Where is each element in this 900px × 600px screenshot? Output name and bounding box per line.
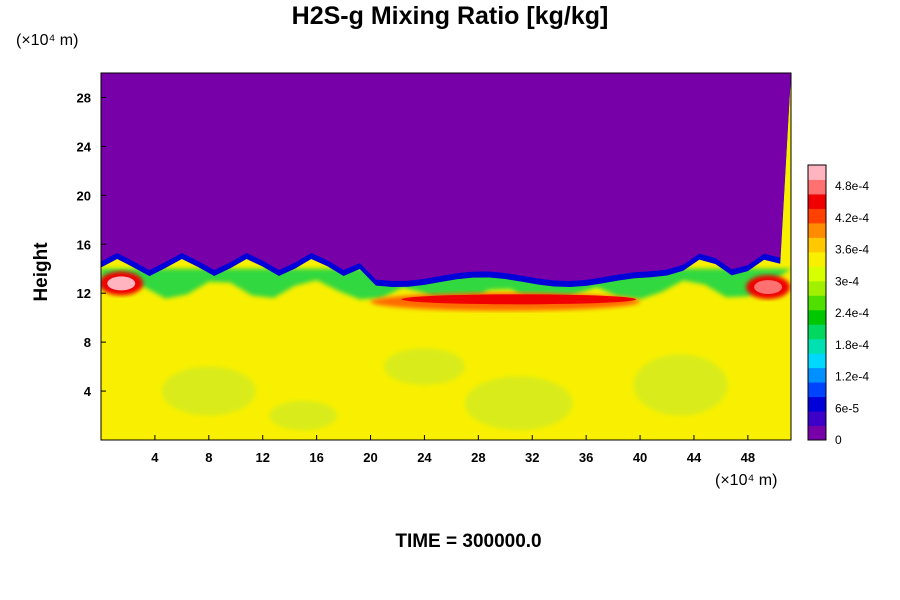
colorbar-swatch [808, 222, 826, 238]
colorbar-swatch [808, 338, 826, 354]
x-tick-label: 4 [151, 450, 159, 465]
plot-frame [100, 72, 792, 441]
colorbar-swatch [808, 382, 826, 398]
x-tick-label: 44 [687, 450, 702, 465]
swirl [269, 400, 337, 431]
colorbar-tick-label: 4.2e-4 [835, 211, 869, 225]
colorbar-swatch [808, 396, 826, 412]
plot-area [101, 73, 791, 440]
high-band [401, 294, 636, 305]
colorbar-swatch [808, 179, 826, 195]
swirl [161, 366, 256, 416]
y-tick-label: 8 [84, 335, 91, 350]
colorbar-swatch [808, 280, 826, 296]
y-tick-label: 12 [77, 286, 91, 301]
time-label: TIME = 300000.0 [395, 531, 542, 552]
x-axis-ticks: 4 8 12 16 20 24 28 32 36 40 44 48 [151, 435, 755, 465]
x-tick-label: 24 [417, 450, 432, 465]
colorbar-swatch [808, 193, 826, 209]
colorbar-swatch [808, 266, 826, 282]
colorbar-tick-label: 3e-4 [835, 274, 859, 288]
field-upper [101, 73, 791, 282]
x-tick-label: 12 [255, 450, 269, 465]
peak-spot [754, 280, 783, 295]
colorbar-swatch [808, 295, 826, 311]
y-tick-label: 4 [84, 384, 92, 399]
y-tick-label: 24 [77, 139, 92, 154]
colorbar-swatch [808, 411, 826, 427]
colorbar-tick-label: 1.8e-4 [835, 338, 869, 352]
colorbar-swatch [808, 353, 826, 369]
x-tick-label: 32 [525, 450, 539, 465]
colorbar-tick-label: 1.2e-4 [835, 370, 869, 384]
swirl [633, 354, 728, 416]
x-tick-label: 28 [471, 450, 485, 465]
x-tick-label: 20 [363, 450, 377, 465]
y-tick-label: 16 [77, 237, 91, 252]
y-axis-ticks: 4 8 12 16 20 24 28 [77, 90, 106, 399]
colorbar-swatch [808, 165, 826, 180]
colorbar-tick-label: 2.4e-4 [835, 306, 869, 320]
colorbar-tick-label: 0 [835, 433, 842, 447]
swirl [384, 348, 465, 385]
colorbar: 0 6e-5 1.2e-4 1.8e-4 2.4e-4 3e-4 3.6e-4 4.2e-4 4… [807, 164, 869, 447]
colorbar-swatch [808, 251, 826, 267]
y-tick-label: 28 [77, 90, 91, 105]
colorbar-swatch [808, 324, 826, 340]
colorbar-swatch [808, 237, 826, 253]
x-tick-label: 8 [205, 450, 212, 465]
x-axis-unit: (×10⁴ m) [715, 472, 778, 489]
peak-spot [107, 276, 136, 291]
y-axis-unit: (×10⁴ m) [16, 32, 79, 49]
colorbar-swatch [808, 425, 826, 441]
colorbar-swatch [808, 309, 826, 325]
swirl [464, 376, 573, 431]
y-tick-label: 20 [77, 188, 91, 203]
colorbar-frame [807, 164, 827, 441]
x-tick-label: 16 [309, 450, 323, 465]
colorbar-tick-label: 6e-5 [835, 401, 859, 415]
x-tick-label: 48 [741, 450, 755, 465]
x-tick-label: 36 [579, 450, 593, 465]
colorbar-tick-label: 4.8e-4 [835, 179, 869, 193]
x-tick-label: 40 [633, 450, 647, 465]
colorbar-swatch [808, 208, 826, 224]
colorbar-swatch [808, 367, 826, 383]
colorbar-tick-label: 3.6e-4 [835, 243, 869, 257]
chart-title: H2S-g Mixing Ratio [kg/kg] [291, 2, 609, 30]
